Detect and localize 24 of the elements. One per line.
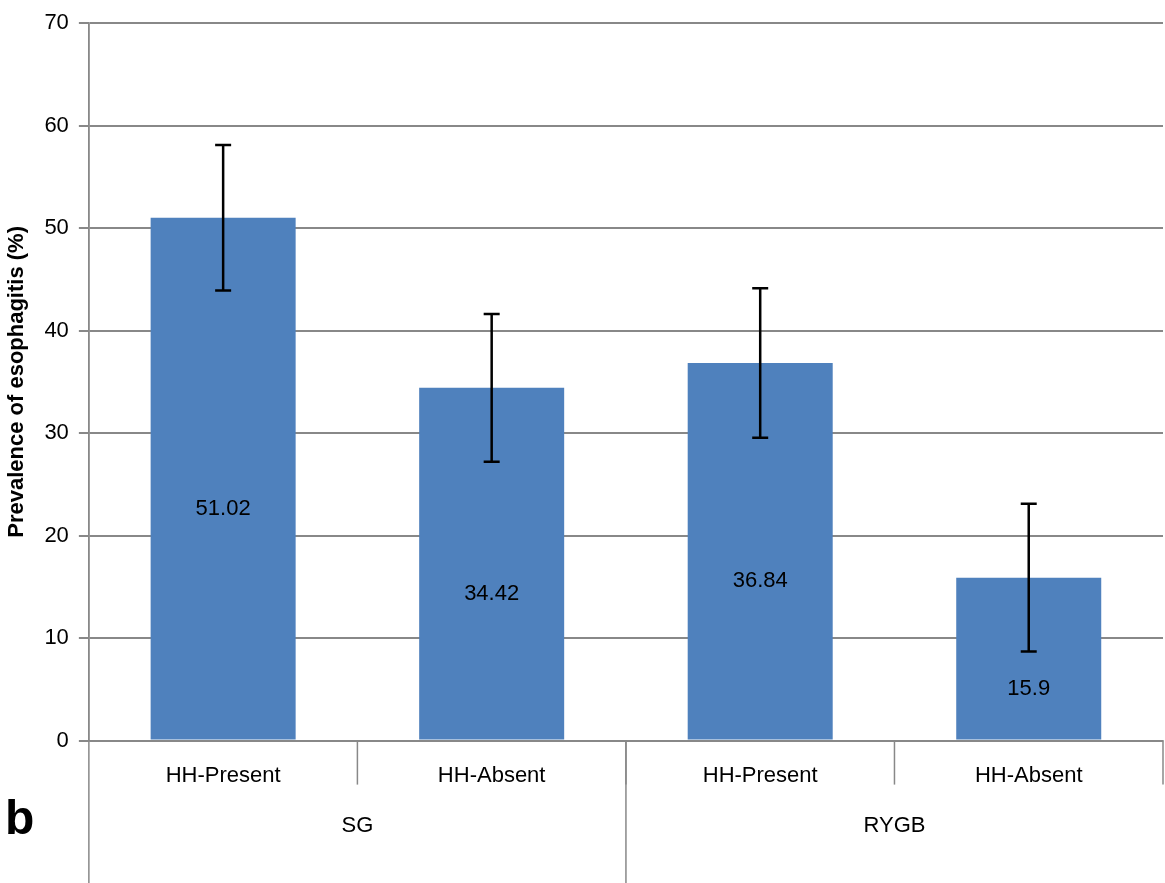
data-label: 36.84 xyxy=(732,567,788,593)
data-label: 15.9 xyxy=(1007,674,1051,700)
x-tick-label: HH-Absent xyxy=(974,761,1083,787)
y-tick-label: 60 xyxy=(44,111,69,137)
y-tick-label: 20 xyxy=(44,521,69,547)
bar xyxy=(150,217,296,740)
data-label: 51.02 xyxy=(195,494,251,520)
y-tick-label: 70 xyxy=(44,9,69,35)
text: RYGB xyxy=(863,811,926,837)
text: SG xyxy=(341,811,374,837)
x-tick-label: HH-Absent xyxy=(437,761,546,787)
y-tick-label: 0 xyxy=(56,726,69,752)
y-tick-label: 30 xyxy=(44,419,69,445)
x-tick-label: HH-Present xyxy=(702,761,818,787)
text: b xyxy=(5,790,35,844)
y-tick-label: 40 xyxy=(44,316,69,342)
data-label: 34.42 xyxy=(464,579,520,605)
y-tick-label: 50 xyxy=(44,214,69,240)
x-tick-label: HH-Present xyxy=(165,761,281,787)
bar xyxy=(687,363,833,740)
y-axis-title: Prevalence of esophagitis (%) xyxy=(3,226,29,538)
bar xyxy=(956,577,1102,740)
bar xyxy=(419,387,565,740)
y-tick-label: 10 xyxy=(44,624,69,650)
